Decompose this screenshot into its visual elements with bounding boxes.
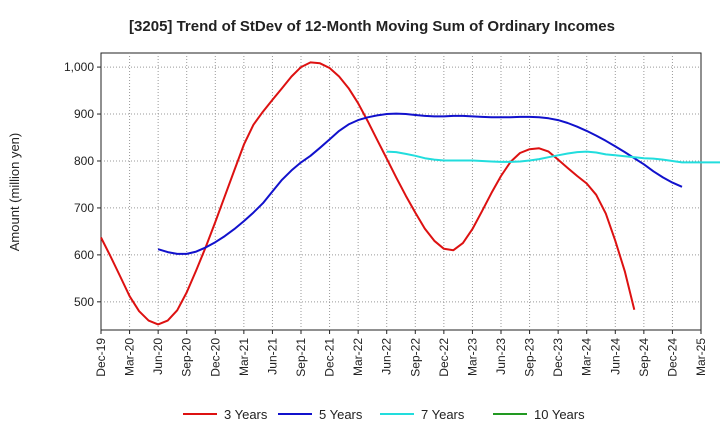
chart-title: [3205] Trend of StDev of 12-Month Moving… — [129, 18, 615, 35]
legend-label: 10 Years — [534, 407, 585, 422]
y-tick-label: 700 — [74, 201, 94, 215]
series-line-5-years — [157, 112, 683, 255]
x-tick-label: Mar-20 — [123, 338, 137, 376]
x-tick-label: Dec-21 — [323, 338, 337, 377]
y-axis-label: Amount (million yen) — [7, 133, 22, 252]
x-tick-label: Mar-24 — [580, 338, 594, 376]
x-tick-label: Dec-22 — [437, 338, 451, 377]
series-lines — [100, 61, 720, 326]
x-tick-labels: Dec-19 Mar-20 Jun-20 Sep-20 Dec-20 Mar-21 Jun-… — [94, 338, 708, 377]
x-tick-label: Mar-22 — [351, 338, 365, 376]
y-tick-label: 1,000 — [64, 60, 94, 74]
x-tick-label: Mar-25 — [694, 338, 708, 376]
x-tick-label: Jun-23 — [494, 338, 508, 375]
plot-area — [100, 52, 702, 331]
y-tick-label: 800 — [74, 154, 94, 168]
x-tick-label: Jun-20 — [151, 338, 165, 375]
y-tick-label: 600 — [74, 248, 94, 262]
x-tick-label: Jun-24 — [608, 338, 622, 375]
y-tick-label: 500 — [74, 295, 94, 309]
x-tick-label: Jun-22 — [380, 338, 394, 375]
y-tick-labels: 500 600 700 800 900 1,000 — [64, 60, 94, 309]
y-tick-label: 900 — [74, 107, 94, 121]
legend-label: 7 Years — [421, 407, 465, 422]
grid — [97, 53, 702, 334]
x-tick-label: Jun-21 — [265, 338, 279, 375]
series-line-3-years — [100, 61, 636, 326]
x-tick-label: Sep-20 — [180, 338, 194, 377]
legend-label: 5 Years — [319, 407, 363, 422]
x-tick-label: Mar-21 — [237, 338, 251, 376]
legend: 3 Years 5 Years 7 Years 10 Years — [183, 407, 585, 422]
x-tick-label: Dec-24 — [665, 338, 679, 377]
series-line-7-years — [386, 150, 720, 164]
legend-label: 3 Years — [224, 407, 268, 422]
x-tick-label: Sep-23 — [523, 338, 537, 377]
x-tick-label: Sep-21 — [294, 338, 308, 377]
x-tick-label: Mar-23 — [465, 338, 479, 376]
x-tick-label: Sep-24 — [637, 338, 651, 377]
x-tick-label: Sep-22 — [408, 338, 422, 377]
x-tick-label: Dec-19 — [94, 338, 108, 377]
x-tick-label: Dec-23 — [551, 338, 565, 377]
x-tick-label: Dec-20 — [208, 338, 222, 377]
